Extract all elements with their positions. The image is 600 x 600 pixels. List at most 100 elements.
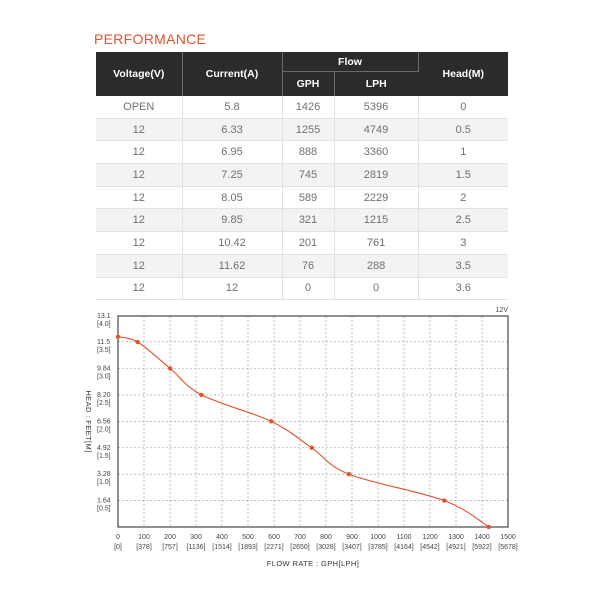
table-row: 12 6.33 1255 4749 0.5	[96, 118, 509, 142]
y-tick-label: 9.84	[97, 366, 111, 373]
cell-current: 9.85	[182, 208, 283, 233]
header-current: Current(A)	[182, 52, 283, 96]
cell-current: 12	[182, 277, 283, 301]
cell-head: 3.5	[418, 254, 509, 278]
plot-frame	[117, 315, 509, 528]
cell-current: 6.33	[182, 118, 283, 142]
cell-gph: 745	[282, 163, 335, 187]
x-tick-sublabel: [4164]	[394, 544, 414, 551]
y-axis-title: HEAD : FEET[M]	[84, 390, 93, 452]
table-row: 12 9.85 321 1215 2.5	[96, 208, 509, 233]
cell-voltage: 12	[96, 277, 183, 301]
cell-voltage: 12	[96, 118, 183, 142]
section-title: PERFORMANCE	[94, 31, 207, 47]
cell-head: 1	[418, 140, 509, 165]
header-head: Head(M)	[418, 52, 509, 96]
x-tick-label: 400	[216, 534, 228, 541]
series-line	[117, 336, 490, 528]
cell-gph: 201	[282, 231, 335, 255]
x-tick-label: 0	[116, 534, 120, 541]
table-row: 12 8.05 589 2229 2	[96, 186, 509, 210]
chart-labels: 0 [0] 100 [378] 200 [757] 300 [1136] 400 [1514] 50…	[84, 307, 518, 568]
y-tick-label: 3.28	[97, 471, 111, 478]
y-tick-sublabel: [2.0]	[97, 426, 111, 433]
chart-grid	[117, 315, 509, 528]
cell-gph: 321	[282, 208, 335, 233]
cell-current: 6.95	[182, 140, 283, 165]
x-tick-label: 800	[320, 534, 332, 541]
y-tick-sublabel: [1.0]	[97, 479, 111, 486]
x-tick-sublabel: [2650]	[290, 544, 310, 551]
x-tick-sublabel: [4921]	[446, 544, 466, 551]
x-tick-sublabel: [3407]	[342, 544, 362, 551]
cell-head: 3.6	[418, 277, 509, 301]
x-tick-label: 1400	[474, 534, 490, 541]
y-tick-label: 1.64	[97, 498, 111, 505]
cell-lph: 0	[334, 277, 419, 301]
x-tick-label: 1300	[448, 534, 464, 541]
cell-voltage: 12	[96, 186, 183, 210]
table-row: 12 7.25 745 2819 1.5	[96, 163, 509, 187]
header-flow: Flow	[282, 52, 419, 72]
x-tick-label: 600	[268, 534, 280, 541]
data-point	[309, 445, 314, 450]
x-tick-label: 100	[138, 534, 150, 541]
cell-current: 5.8	[182, 96, 283, 119]
y-tick-sublabel: [4.0]	[97, 321, 111, 328]
cell-head: 0	[418, 96, 509, 119]
y-tick-sublabel: [3.5]	[97, 347, 111, 354]
chart-series	[115, 334, 491, 530]
x-tick-label: 300	[190, 534, 202, 541]
cell-head: 3	[418, 231, 509, 255]
data-point	[268, 419, 274, 424]
cell-lph: 288	[334, 254, 419, 278]
cell-head: 0.5	[418, 118, 509, 142]
y-tick-label: 4.92	[97, 445, 111, 452]
x-tick-sublabel: [757]	[162, 544, 178, 551]
x-tick-label: 200	[164, 534, 176, 541]
cell-voltage: 12	[96, 231, 183, 255]
cell-head: 2.5	[418, 208, 509, 233]
x-tick-label: 1200	[422, 534, 438, 541]
header-gph: GPH	[282, 71, 335, 96]
x-tick-sublabel: [378]	[136, 544, 152, 551]
cell-head: 1.5	[418, 163, 509, 187]
data-point	[442, 498, 447, 503]
data-point	[168, 366, 173, 371]
cell-gph: 1255	[282, 118, 335, 142]
cell-gph: 0	[282, 277, 335, 301]
y-tick-label: 6.56	[97, 418, 111, 425]
cell-lph: 5396	[334, 96, 419, 119]
cell-lph: 2229	[334, 186, 419, 210]
performance-table: Voltage(V) Current(A) Flow Head(M) GPH L…	[96, 52, 509, 301]
cell-current: 7.25	[182, 163, 283, 187]
chart-title: 12V	[496, 307, 509, 314]
data-point	[115, 334, 121, 339]
x-tick-sublabel: [2271]	[264, 544, 284, 551]
cell-lph: 761	[334, 231, 419, 255]
cell-gph: 888	[282, 140, 335, 165]
table-row: 12 12 0 0 3.6	[96, 277, 509, 301]
cell-current: 8.05	[182, 186, 283, 210]
y-tick-sublabel: [0.5]	[97, 506, 111, 513]
cell-voltage: OPEN	[96, 96, 183, 119]
x-tick-sublabel: [4542]	[420, 544, 440, 551]
x-tick-label: 500	[242, 534, 254, 541]
x-tick-label: 1100	[396, 534, 411, 541]
cell-lph: 4749	[334, 118, 419, 142]
x-tick-sublabel: [0]	[114, 544, 122, 551]
cell-gph: 1426	[282, 96, 335, 119]
cell-lph: 2819	[334, 163, 419, 187]
table-row: 12 11.62 76 288 3.5	[96, 254, 509, 278]
x-tick-sublabel: [1514]	[212, 544, 232, 551]
x-tick-label: 1500	[500, 534, 516, 541]
x-tick-sublabel: [3785]	[368, 544, 388, 551]
cell-voltage: 12	[96, 208, 183, 233]
cell-voltage: 12	[96, 163, 183, 187]
data-point	[199, 392, 204, 398]
table-row: OPEN 5.8 1426 5396 0	[96, 96, 509, 119]
performance-curve-chart: 0 [0] 100 [378] 200 [757] 300 [1136] 400 [1514] 50…	[84, 307, 518, 568]
table-row: 12 10.42 201 761 3	[96, 231, 509, 255]
data-point	[346, 471, 352, 477]
table-row: 12 6.95 888 3360 1	[96, 140, 509, 165]
